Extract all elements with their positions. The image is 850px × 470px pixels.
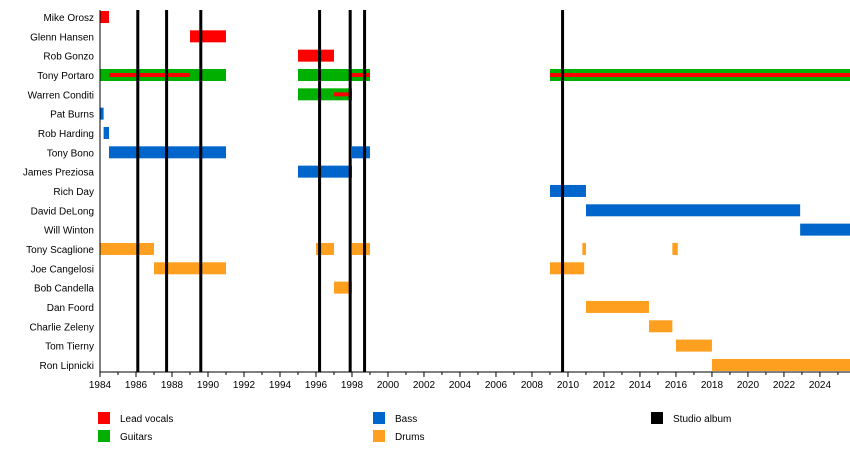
x-tick-label: 1990 bbox=[197, 380, 220, 391]
bar-vocals bbox=[100, 11, 109, 23]
bar-drums bbox=[333, 281, 352, 294]
bar-bass bbox=[100, 107, 104, 120]
legend-label-drums: Drums bbox=[395, 432, 424, 443]
member-label: Bob Candella bbox=[34, 284, 94, 295]
member-label: Ron Lipnicki bbox=[40, 361, 94, 372]
legend-swatch-bass bbox=[373, 412, 385, 424]
album-line bbox=[136, 10, 140, 372]
bar-vocals-secondary bbox=[351, 72, 370, 77]
album-line bbox=[363, 10, 367, 372]
bar-guitars bbox=[297, 68, 370, 81]
bar-drums bbox=[648, 320, 673, 333]
bar-bass bbox=[585, 204, 801, 217]
x-tick-label: 2010 bbox=[557, 380, 580, 391]
bar-vocals-secondary bbox=[549, 72, 850, 77]
bar-drums bbox=[672, 242, 678, 255]
album-line bbox=[165, 10, 169, 372]
bar-drums bbox=[585, 300, 649, 313]
legend-swatch-guitars bbox=[98, 430, 110, 442]
legend-label-vocals: Lead vocals bbox=[120, 414, 173, 425]
member-label: James Preziosa bbox=[23, 168, 95, 179]
bar-bass bbox=[549, 184, 586, 197]
bar-drums bbox=[711, 358, 850, 371]
member-label: Rich Day bbox=[53, 187, 94, 198]
bar-vocals bbox=[189, 30, 226, 43]
member-label: Tony Portaro bbox=[37, 71, 94, 82]
x-tick-label: 2024 bbox=[809, 380, 832, 391]
bar-vocals bbox=[297, 49, 334, 62]
bar-drums bbox=[100, 242, 154, 255]
x-tick-label: 2008 bbox=[521, 380, 544, 391]
album-line bbox=[561, 10, 565, 372]
member-label: Tom Tierny bbox=[45, 342, 94, 353]
member-label: David DeLong bbox=[31, 206, 94, 217]
x-tick-label: 2020 bbox=[737, 380, 760, 391]
member-label: Pat Burns bbox=[50, 110, 94, 121]
x-tick-label: 2022 bbox=[773, 380, 796, 391]
x-tick-label: 1992 bbox=[233, 380, 256, 391]
x-tick-label: 2002 bbox=[413, 380, 436, 391]
member-label: Mike Orosz bbox=[43, 13, 94, 24]
bar-drums bbox=[675, 339, 712, 352]
member-label: Rob Harding bbox=[38, 129, 94, 140]
legend-label-album: Studio album bbox=[673, 414, 731, 425]
x-tick-label: 1986 bbox=[125, 380, 148, 391]
member-label: Dan Foord bbox=[47, 303, 94, 314]
member-label: Charlie Zeleny bbox=[30, 322, 94, 333]
x-tick-label: 1988 bbox=[161, 380, 184, 391]
member-label: Joe Cangelosi bbox=[31, 264, 94, 275]
member-label: Tony Bono bbox=[47, 148, 95, 159]
bar-drums bbox=[549, 262, 585, 275]
bar-bass bbox=[351, 146, 370, 159]
legend-swatch-album bbox=[651, 412, 663, 424]
member-label: Rob Gonzo bbox=[43, 52, 94, 63]
legend-label-guitars: Guitars bbox=[120, 432, 152, 443]
x-tick-label: 2018 bbox=[701, 380, 724, 391]
x-tick-label: 2016 bbox=[665, 380, 688, 391]
member-label: Will Winton bbox=[44, 226, 94, 237]
x-tick-label: 1994 bbox=[269, 380, 292, 391]
x-tick-label: 1984 bbox=[89, 380, 112, 391]
bar-bass bbox=[103, 126, 109, 139]
member-label: Warren Conditi bbox=[28, 90, 94, 101]
member-label: Tony Scaglione bbox=[26, 245, 94, 256]
album-line bbox=[318, 10, 322, 372]
bar-drums bbox=[351, 242, 370, 255]
member-label: Glenn Hansen bbox=[30, 32, 94, 43]
bar-bass bbox=[800, 223, 850, 236]
x-tick-label: 2014 bbox=[629, 380, 652, 391]
bar-vocals-secondary bbox=[333, 92, 352, 97]
x-tick-label: 2000 bbox=[377, 380, 400, 391]
bar-vocals-secondary bbox=[108, 72, 190, 77]
x-tick-label: 1998 bbox=[341, 380, 364, 391]
x-tick-label: 2012 bbox=[593, 380, 616, 391]
bar-bass bbox=[297, 165, 352, 178]
legend-swatch-drums bbox=[373, 430, 385, 442]
album-line bbox=[348, 10, 352, 372]
x-tick-label: 1996 bbox=[305, 380, 328, 391]
bar-drums bbox=[582, 242, 586, 255]
bar-guitars bbox=[297, 88, 352, 101]
album-line bbox=[199, 10, 203, 372]
legend-swatch-vocals bbox=[98, 412, 110, 424]
x-tick-label: 2004 bbox=[449, 380, 472, 391]
x-tick-label: 2006 bbox=[485, 380, 508, 391]
bar-drums bbox=[153, 262, 226, 275]
legend-label-bass: Bass bbox=[395, 414, 417, 425]
